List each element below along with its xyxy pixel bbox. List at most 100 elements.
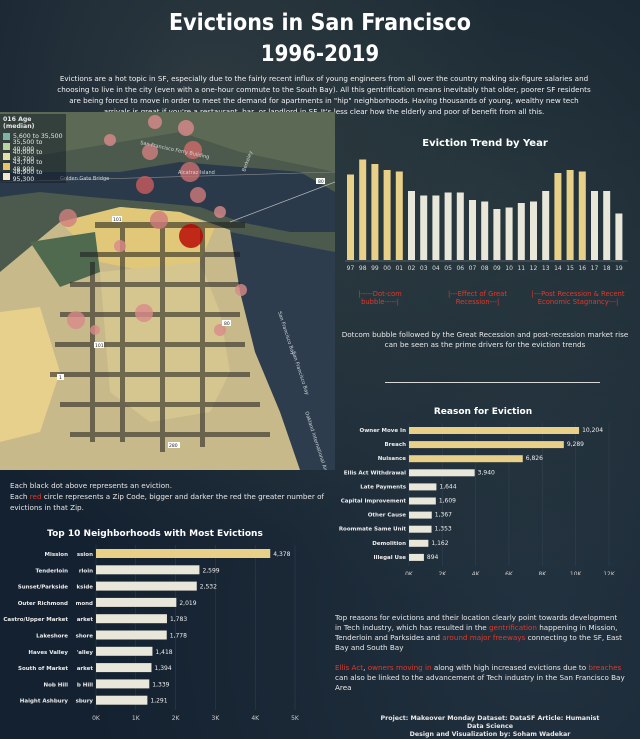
trend-bar[interactable]: [615, 213, 623, 261]
trend-bar[interactable]: [603, 191, 611, 260]
trend-tick-label: 97: [347, 265, 355, 272]
trend-bar[interactable]: [481, 201, 489, 261]
chart-title: Reason for Eviction: [434, 407, 532, 417]
p1-freeways: around major freeways: [442, 633, 526, 642]
bar[interactable]: [96, 549, 271, 558]
trend-tick-label: 13: [542, 265, 550, 272]
x-tick-label: 0K: [92, 715, 101, 722]
trend-bar[interactable]: [505, 207, 513, 261]
trend-bar[interactable]: [456, 192, 464, 261]
bar[interactable]: [409, 483, 437, 491]
bar[interactable]: [96, 565, 200, 575]
zip-circle[interactable]: [59, 209, 77, 227]
p1-c: happening in Mission, Tenderloin and Par…: [335, 623, 618, 642]
trend-tick-label: 19: [615, 265, 623, 272]
bar[interactable]: [96, 663, 152, 673]
trend-bar[interactable]: [395, 171, 403, 261]
p1-a: Top reasons for evictions and their loca…: [335, 613, 618, 632]
zip-circle[interactable]: [67, 311, 85, 329]
trend-bar[interactable]: [530, 201, 537, 261]
eviction-map[interactable]: San Francisco Ferry Building Golden Gate…: [0, 112, 335, 470]
trend-bar[interactable]: [469, 200, 476, 260]
bar[interactable]: [409, 511, 432, 519]
trend-bar[interactable]: [420, 195, 428, 261]
trend-bar[interactable]: [493, 209, 501, 260]
bar[interactable]: [96, 695, 148, 705]
x-tick-label: 1K: [132, 715, 141, 722]
trend-bar[interactable]: [517, 203, 525, 260]
category-label: Owner Move In: [360, 428, 407, 434]
trend-tick-label: 18: [603, 265, 611, 272]
trend-bar[interactable]: [566, 170, 574, 260]
zip-circle[interactable]: [214, 206, 226, 218]
value-label: 3,940: [478, 469, 495, 476]
bar[interactable]: [409, 553, 424, 561]
trend-bar[interactable]: [383, 170, 391, 260]
reasons-chart[interactable]: Reason for Eviction 0K 2K 4K 6K 8K 10K 12K Owner…: [335, 400, 635, 575]
bar[interactable]: [96, 646, 153, 656]
x-tick-label: 8K: [538, 571, 547, 575]
trend-bar[interactable]: [578, 171, 586, 261]
map-legend: 016 Age (median) 5,600 to 35,500 35,500 t…: [0, 114, 66, 183]
category-label: Breach: [384, 442, 406, 448]
bar[interactable]: [96, 581, 197, 591]
bar[interactable]: [96, 597, 177, 607]
trend-tick-label: 06: [456, 265, 464, 272]
legend-swatch: [3, 132, 10, 140]
trend-tick-label: 00: [383, 265, 391, 272]
zip-circle[interactable]: [150, 211, 168, 229]
category-label: Haight Ashbury: [20, 699, 69, 705]
zip-circle[interactable]: [135, 304, 153, 322]
neighborhoods-chart[interactable]: Top 10 Neighborhoods with Most Evictions…: [0, 522, 320, 722]
category-label: Haves Valley: [28, 650, 68, 656]
zip-circle[interactable]: [142, 144, 158, 160]
legend-label: 43,700 to 48,900: [12, 159, 43, 173]
highway-280: 280: [169, 443, 178, 449]
category-label: South of Market: [18, 666, 68, 672]
zip-circle[interactable]: [148, 115, 162, 129]
bar[interactable]: [409, 455, 523, 463]
bar[interactable]: [96, 679, 150, 689]
trend-bar[interactable]: [542, 191, 550, 260]
trend-bar[interactable]: [371, 164, 379, 260]
p2-d: along with high increased evictions due …: [431, 663, 589, 672]
zip-circle[interactable]: [90, 325, 100, 335]
bar[interactable]: [409, 525, 432, 533]
trend-bar[interactable]: [432, 195, 440, 261]
category-label-short: 'alley: [77, 650, 94, 656]
value-label: 1,339: [152, 681, 169, 688]
trend-bar[interactable]: [359, 159, 367, 261]
value-label: 2,019: [179, 600, 196, 607]
zip-circle[interactable]: [178, 120, 194, 136]
conclusion-p2: Ellis Act, owners moving in along with h…: [335, 663, 625, 693]
trend-bar[interactable]: [554, 173, 562, 260]
value-label: 9,289: [567, 441, 584, 448]
bar[interactable]: [409, 469, 475, 477]
bar[interactable]: [409, 427, 580, 434]
zip-circle[interactable]: [180, 162, 200, 182]
bar[interactable]: [409, 539, 429, 547]
trend-bar[interactable]: [347, 174, 354, 261]
zip-circle[interactable]: [235, 284, 247, 296]
zip-circle[interactable]: [190, 187, 206, 203]
zip-circle[interactable]: [104, 134, 116, 146]
trend-bar[interactable]: [591, 191, 598, 260]
zip-circle[interactable]: [136, 176, 154, 194]
bar[interactable]: [96, 614, 167, 624]
zip-circle[interactable]: [184, 141, 202, 159]
category-label: Tenderloin: [35, 568, 68, 574]
zip-circle[interactable]: [214, 324, 226, 336]
trend-bar[interactable]: [444, 192, 452, 261]
trend-chart[interactable]: Eviction Trend by Year 97 98 99 00 01 02 03 04 05…: [335, 130, 635, 280]
bar[interactable]: [409, 441, 564, 449]
trend-bar[interactable]: [408, 191, 415, 260]
zip-circle[interactable]: [114, 240, 126, 252]
highway-101-b: 101: [95, 343, 104, 349]
bar[interactable]: [409, 497, 436, 505]
note-red-word: red: [29, 492, 42, 501]
x-tick-label: 4K: [251, 715, 260, 722]
value-label: 1,783: [170, 616, 187, 623]
legend-label: 48,900 to 95,300: [12, 169, 43, 183]
bar[interactable]: [96, 630, 167, 640]
zip-circle[interactable]: [179, 224, 203, 248]
